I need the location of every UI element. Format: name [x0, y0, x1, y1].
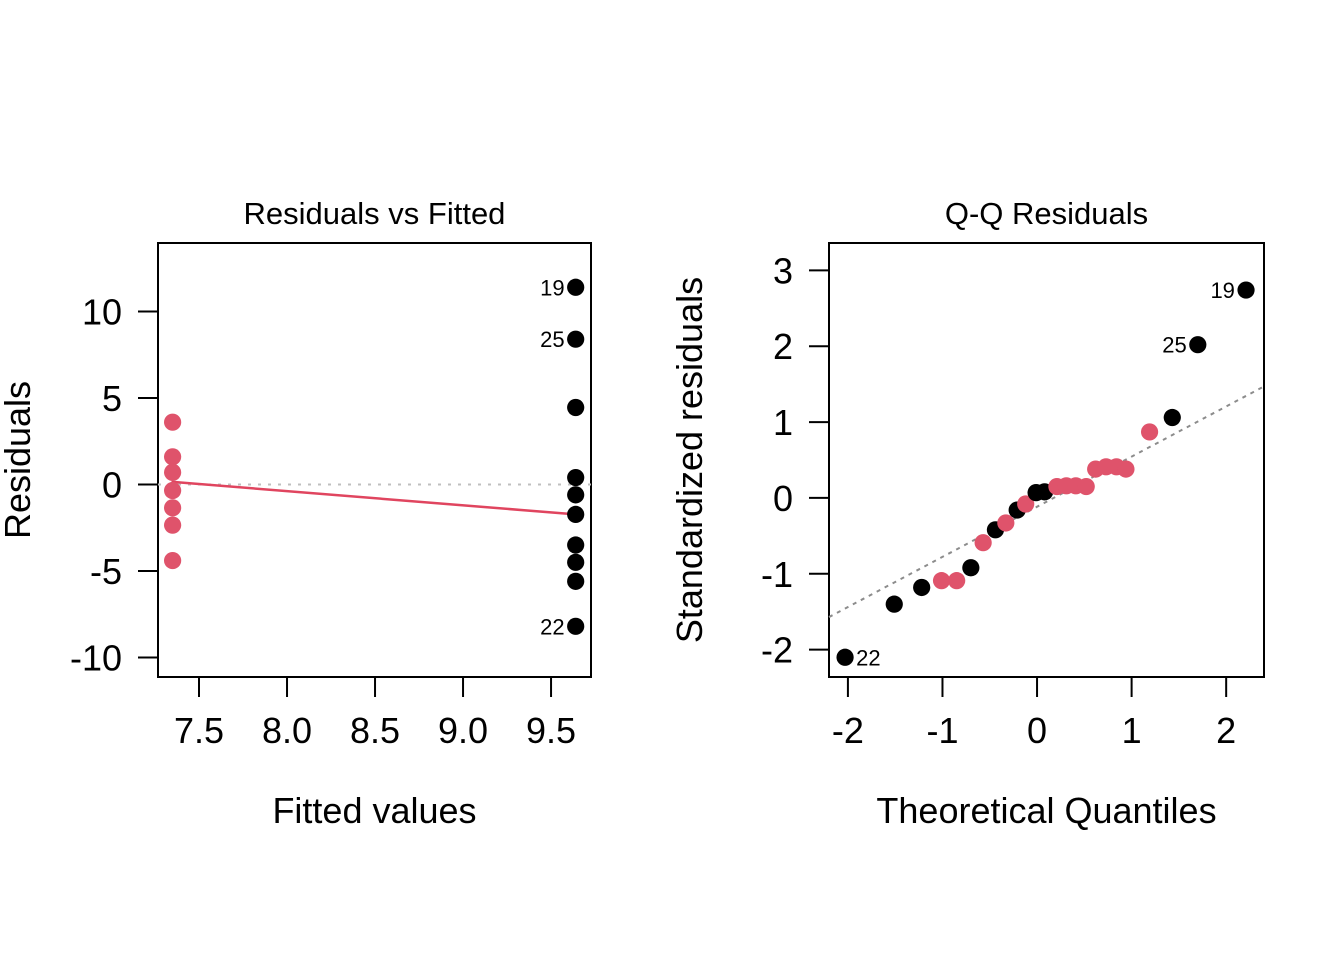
x-tick-label: 0 — [1027, 710, 1047, 751]
data-point — [567, 553, 585, 571]
point-label-19: 19 — [540, 275, 564, 300]
x-tick-label: 2 — [1216, 710, 1236, 751]
data-point — [567, 572, 585, 590]
data-point — [1077, 477, 1095, 496]
data-point — [567, 505, 585, 524]
data-point — [567, 468, 585, 487]
data-point — [164, 481, 182, 500]
right-plot-xlabel: Theoretical Quantiles — [876, 790, 1216, 831]
y-tick-label: -1 — [761, 554, 793, 595]
point-label-22: 22 — [856, 645, 880, 670]
x-tick-label: 8.0 — [262, 710, 312, 751]
y-tick-label: 1 — [773, 402, 793, 443]
data-point — [1017, 495, 1035, 513]
data-point — [164, 448, 182, 466]
y-tick-label: -10 — [70, 637, 122, 678]
data-point — [1237, 281, 1255, 299]
data-point — [1163, 408, 1181, 427]
y-tick-label: 0 — [102, 464, 122, 505]
right-plot-title: Q-Q Residuals — [945, 196, 1148, 231]
data-point — [997, 514, 1015, 532]
data-point — [974, 534, 992, 552]
x-tick-label: -1 — [926, 710, 958, 751]
y-tick-label: 3 — [773, 250, 793, 291]
data-point — [164, 413, 182, 431]
data-point — [885, 595, 903, 613]
data-point — [567, 536, 585, 554]
residuals-vs-fitted-panel: 7.5 8.0 8.5 9.0 9.5 -10 -5 0 5 10 19 25 22 — [70, 242, 592, 751]
data-point — [567, 398, 585, 417]
data-point — [567, 486, 585, 504]
plot-box — [828, 242, 1265, 678]
point-label-19: 19 — [1210, 278, 1234, 303]
point-label-25: 25 — [540, 327, 564, 352]
data-point — [1140, 423, 1159, 441]
x-tick-label: 7.5 — [174, 710, 224, 751]
y-tick-label: 0 — [773, 478, 793, 519]
x-tick-label: 1 — [1122, 710, 1142, 751]
data-point — [1189, 336, 1207, 354]
qq-reference-line — [828, 385, 1265, 618]
data-point — [164, 551, 182, 570]
left-plot-ylabel: Residuals — [0, 381, 38, 539]
y-tick-label: 5 — [102, 378, 122, 419]
left-plot-title: Residuals vs Fitted — [244, 196, 506, 231]
data-point — [1117, 460, 1135, 478]
data-point — [164, 499, 182, 517]
x-tick-label: 9.0 — [438, 710, 488, 751]
data-point — [836, 648, 854, 666]
x-tick-label: 8.5 — [350, 710, 400, 751]
data-point — [932, 572, 951, 590]
data-point — [164, 463, 182, 481]
data-point — [913, 578, 931, 597]
data-point — [164, 516, 182, 534]
right-plot-ylabel: Standardized residuals — [669, 277, 710, 643]
y-tick-label: -2 — [761, 630, 793, 671]
point-label-25: 25 — [1162, 333, 1186, 358]
x-tick-label: 9.5 — [526, 710, 576, 751]
data-point — [948, 572, 966, 590]
y-tick-label: 10 — [82, 291, 122, 332]
data-point — [567, 617, 585, 635]
x-tick-label: -2 — [832, 710, 864, 751]
left-plot-xlabel: Fitted values — [272, 790, 476, 831]
data-point — [567, 330, 585, 348]
data-point — [567, 278, 585, 296]
qq-residuals-panel: -2 -1 0 1 2 -2 -1 0 1 2 3 22 25 19 — [761, 242, 1265, 751]
y-tick-label: -5 — [90, 551, 122, 592]
y-tick-label: 2 — [773, 326, 793, 367]
smooth-trend-line — [171, 480, 577, 516]
point-label-22: 22 — [540, 614, 564, 639]
data-point — [962, 559, 980, 577]
